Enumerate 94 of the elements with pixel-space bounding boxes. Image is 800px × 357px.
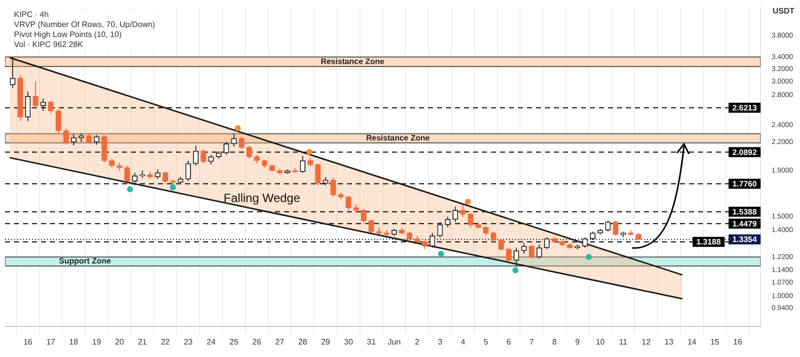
x-tick-label: 8 — [552, 337, 558, 346]
candlestick — [444, 216, 450, 228]
candlestick — [521, 242, 527, 254]
x-tick-label: 26 — [252, 337, 262, 346]
x-tick-label: 23 — [184, 337, 194, 346]
x-tick-label: 21 — [138, 337, 148, 346]
candlestick — [101, 134, 108, 164]
ref-line-label: 2.0892 — [732, 148, 758, 157]
candlestick — [86, 132, 92, 144]
candlestick — [185, 160, 192, 182]
candlestick — [56, 108, 62, 134]
candlestick — [32, 80, 38, 110]
x-tick-label: 3 — [438, 337, 443, 346]
candlestick — [360, 208, 367, 224]
annotation: Vol · KIPC 962.28K — [14, 40, 84, 50]
x-tick-label: 15 — [710, 337, 720, 346]
x-tick-label: 13 — [664, 337, 674, 346]
candlestick — [506, 247, 512, 262]
candlestick — [231, 132, 237, 147]
candlestick — [238, 136, 244, 150]
x-tick-label: 29 — [321, 337, 331, 346]
candlestick — [25, 90, 31, 122]
band-label: Resistance Zone — [366, 134, 430, 143]
x-tick-label: 12 — [642, 337, 652, 346]
candlestick — [224, 142, 230, 156]
x-tick-label: 9 — [575, 337, 580, 346]
candlestick — [483, 226, 489, 236]
candlestick — [452, 206, 458, 222]
annotation: VRVP (Number Of Rows, 70, Up/Down) — [14, 20, 156, 30]
candlestick — [422, 240, 428, 250]
x-tick-label: 28 — [298, 337, 308, 346]
candlestick — [514, 247, 520, 268]
candlestick — [48, 100, 54, 114]
candlestick — [460, 204, 466, 218]
ref-line-label: 1.5388 — [732, 207, 758, 216]
x-tick-label: 2 — [414, 337, 420, 346]
candlestick — [10, 56, 16, 89]
candlestick — [498, 238, 504, 252]
candlestick — [368, 218, 374, 235]
x-tick-label: 24 — [206, 337, 216, 346]
x-tick-label: Jun — [388, 337, 401, 346]
band-label: Resistance Zone — [320, 56, 385, 66]
x-tick-label: 6 — [506, 337, 512, 346]
candlestick — [544, 236, 550, 250]
candlestick — [536, 244, 542, 260]
annotation: Pivot High Low Points (10, 10) — [14, 30, 123, 40]
y-axis-title: USDT — [772, 6, 794, 16]
text: KIPC · 4h — [14, 10, 50, 20]
candlestick — [40, 98, 46, 112]
ref-line-label: 1.3354 — [732, 235, 758, 244]
x-tick-label: 17 — [46, 337, 56, 346]
candlestick — [430, 232, 436, 248]
candlestick — [528, 244, 534, 260]
candlestick — [208, 154, 214, 166]
candlestick — [490, 231, 496, 244]
candlestick — [315, 163, 321, 186]
candlestick — [246, 145, 252, 160]
x-tick-label: 10 — [596, 337, 606, 346]
candlestick — [70, 134, 77, 146]
x-tick-label: 14 — [687, 337, 697, 346]
ref-line-label: 1.3188 — [696, 238, 722, 247]
x-tick-label: 27 — [275, 337, 285, 346]
x-tick-label: 20 — [115, 337, 124, 346]
candlestick — [124, 165, 130, 184]
x-tick-label: 19 — [92, 337, 102, 346]
candlestick — [468, 212, 474, 228]
candlestick — [300, 155, 306, 174]
ref-line-label: 1.4479 — [732, 219, 758, 228]
candlestick — [192, 145, 199, 166]
candlestick — [612, 220, 618, 236]
candlestick — [63, 128, 69, 146]
ref-line-label: 1.7760 — [732, 179, 758, 188]
x-tick-label: 31 — [366, 337, 376, 346]
x-tick-label: 11 — [619, 337, 628, 346]
x-tick-label: 30 — [344, 337, 354, 346]
candlestick — [346, 195, 352, 211]
x-tick-label: 22 — [160, 337, 170, 346]
band-label: Support Zone — [59, 256, 112, 266]
x-tick-label: 18 — [69, 337, 79, 346]
x-tick-label: 7 — [529, 337, 534, 346]
x-tick-label: 4 — [460, 337, 466, 346]
candlestick — [132, 172, 138, 186]
x-tick-label: 25 — [230, 337, 239, 346]
candlestick — [605, 220, 611, 232]
x-tick-label: 16 — [23, 337, 33, 346]
x-tick-label: 16 — [733, 337, 743, 346]
annotation: Falling Wedge — [224, 191, 300, 206]
ref-line-label: 2.6213 — [732, 104, 758, 113]
candlestick — [94, 134, 100, 146]
candlestick — [582, 236, 588, 248]
candlestick — [330, 177, 336, 198]
candlestick — [437, 222, 443, 238]
x-tick-label: 5 — [484, 337, 489, 346]
candlestick — [200, 148, 206, 164]
